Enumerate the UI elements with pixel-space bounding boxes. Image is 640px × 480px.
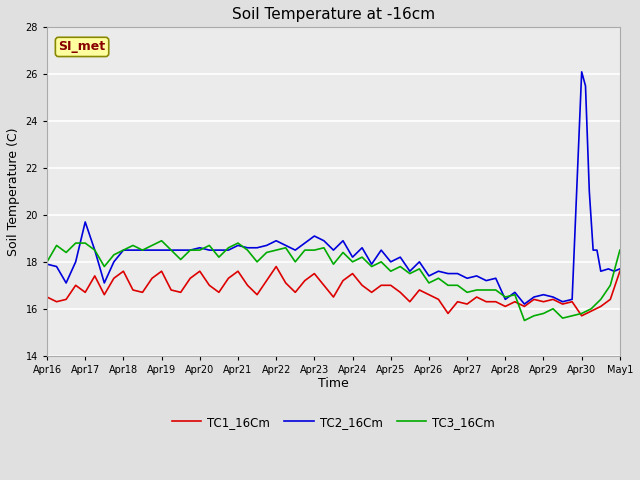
TC1_16Cm xyxy=(396,289,404,295)
TC1_16Cm xyxy=(177,289,184,295)
Line: TC3_16Cm: TC3_16Cm xyxy=(47,241,620,321)
TC1_16Cm xyxy=(549,297,557,302)
TC2_16Cm xyxy=(520,301,528,307)
Legend: TC1_16Cm, TC2_16Cm, TC3_16Cm: TC1_16Cm, TC2_16Cm, TC3_16Cm xyxy=(167,411,500,433)
TC2_16Cm xyxy=(582,83,589,89)
TC2_16Cm xyxy=(358,245,366,251)
Line: TC2_16Cm: TC2_16Cm xyxy=(47,72,620,304)
TC1_16Cm xyxy=(157,268,165,274)
TC2_16Cm xyxy=(186,247,194,253)
X-axis label: Time: Time xyxy=(318,377,349,390)
TC3_16Cm xyxy=(358,254,366,260)
TC1_16Cm xyxy=(578,313,586,319)
TC3_16Cm xyxy=(253,259,261,265)
TC2_16Cm xyxy=(225,247,232,253)
TC3_16Cm xyxy=(520,318,528,324)
Title: Soil Temperature at -16cm: Soil Temperature at -16cm xyxy=(232,7,435,22)
TC3_16Cm xyxy=(186,247,194,253)
TC3_16Cm xyxy=(559,315,566,321)
TC3_16Cm xyxy=(167,247,175,253)
TC2_16Cm xyxy=(605,266,612,272)
Text: SI_met: SI_met xyxy=(58,40,106,53)
TC1_16Cm xyxy=(273,264,280,269)
TC2_16Cm xyxy=(43,261,51,267)
TC1_16Cm xyxy=(244,282,252,288)
Y-axis label: Soil Temperature (C): Soil Temperature (C) xyxy=(7,127,20,256)
TC3_16Cm xyxy=(396,264,404,269)
TC2_16Cm xyxy=(616,266,624,272)
TC3_16Cm xyxy=(43,259,51,265)
TC3_16Cm xyxy=(157,238,165,244)
TC2_16Cm xyxy=(301,240,308,246)
TC1_16Cm xyxy=(43,294,51,300)
TC1_16Cm xyxy=(358,282,366,288)
Line: TC1_16Cm: TC1_16Cm xyxy=(47,266,620,316)
TC2_16Cm xyxy=(578,69,586,75)
TC3_16Cm xyxy=(616,247,624,253)
TC1_16Cm xyxy=(616,268,624,274)
